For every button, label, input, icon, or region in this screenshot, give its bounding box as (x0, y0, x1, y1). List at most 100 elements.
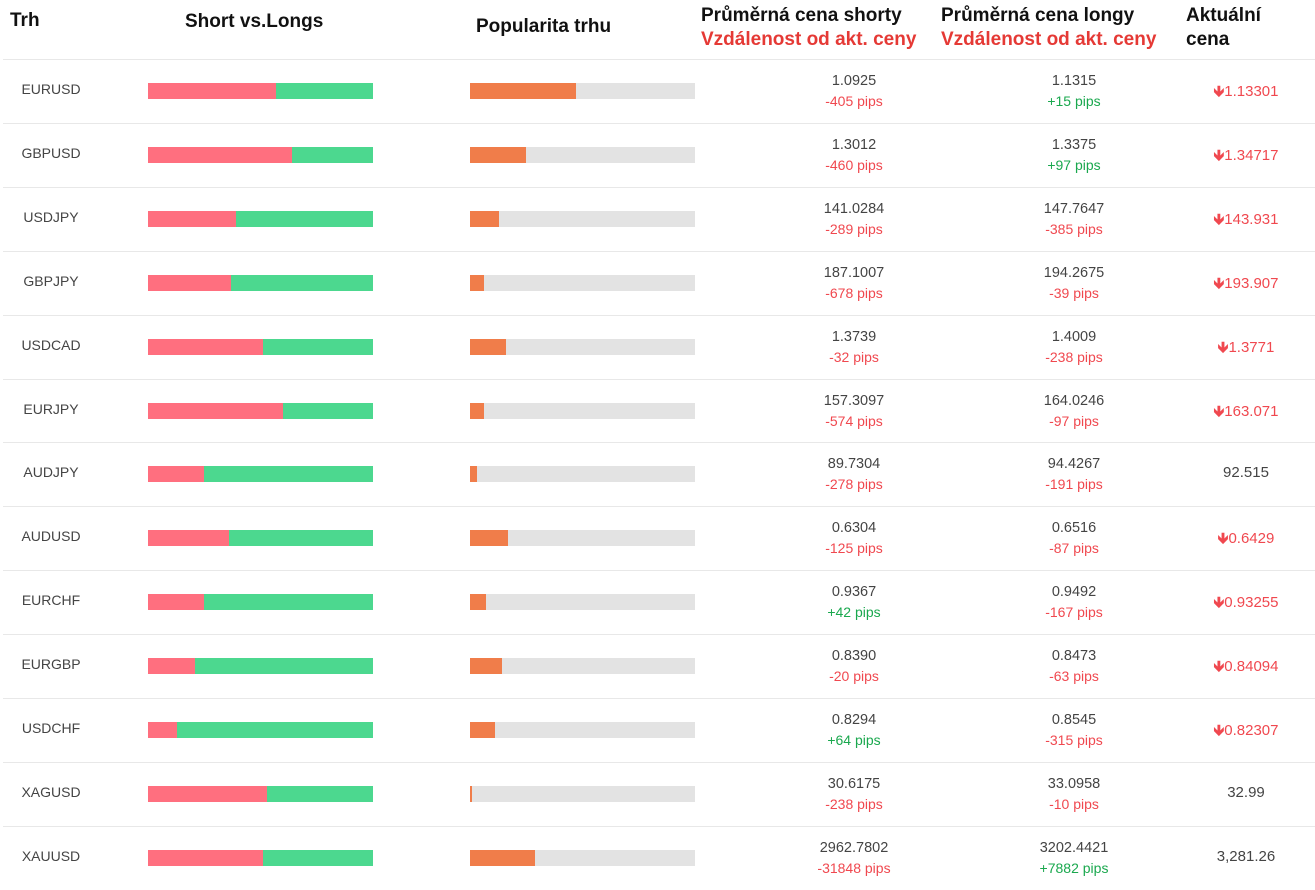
current-price: 🡻0.93255 (1183, 592, 1309, 617)
table-row[interactable]: USDCAD 1.3739 -32 pips 1.4009 -238 pips 🡻1.37… (3, 314, 1315, 379)
avg-short-distance: -31848 pips (817, 859, 891, 876)
arrow-down-icon: 🡻 (1213, 658, 1225, 676)
market-symbol[interactable]: EURCHF (21, 592, 81, 609)
header-current-line2: cena (1186, 29, 1230, 50)
market-symbol[interactable]: XAUUSD (21, 847, 81, 864)
avg-long-cell: 0.8545 -315 pips (994, 699, 1154, 750)
arrow-down-icon: 🡻 (1217, 338, 1229, 356)
avg-short-distance: -32 pips (829, 348, 879, 365)
market-symbol[interactable]: EURJPY (23, 400, 79, 417)
avg-short-distance: -460 pips (825, 156, 883, 173)
popularity-bar (470, 466, 695, 483)
avg-long-price: 1.4009 (1051, 328, 1097, 345)
short-vs-long-bar (148, 594, 373, 611)
avg-long-distance: +7882 pips (1039, 859, 1109, 876)
avg-short-price: 0.8390 (831, 648, 877, 665)
table-row[interactable]: AUDJPY 89.7304 -278 pips 94.4267 -191 pips 92… (3, 442, 1315, 506)
table-row[interactable]: EURUSD 1.0925 -405 pips 1.1315 +15 pips 🡻1.13… (3, 59, 1315, 123)
table-row[interactable]: GBPUSD 1.3012 -460 pips 1.3375 +97 pips 🡻1.34… (3, 122, 1315, 187)
current-price-value: 0.93255 (1224, 594, 1279, 612)
avg-short-cell: 1.3739 -32 pips (774, 316, 934, 367)
current-price-value: 3,281.26 (1216, 847, 1276, 865)
current-price: 🡻143.931 (1183, 209, 1309, 234)
avg-long-cell: 0.9492 -167 pips (994, 571, 1154, 622)
header-avg-long-label: Průměrná cena longy (941, 5, 1135, 26)
short-vs-long-bar (148, 83, 373, 99)
avg-long-distance: -385 pips (1045, 220, 1103, 237)
market-symbol[interactable]: USDCAD (21, 336, 81, 353)
avg-short-cell: 187.1007 -678 pips (774, 252, 934, 303)
table-row[interactable]: EURGBP 0.8390 -20 pips 0.8473 -63 pips 🡻0.840… (3, 634, 1315, 698)
market-symbol[interactable]: GBPUSD (21, 144, 81, 161)
short-vs-long-bar (148, 658, 373, 675)
header-short-vs-longs: Short vs.Longs (185, 11, 324, 32)
avg-long-cell: 0.6516 -87 pips (994, 507, 1154, 558)
avg-short-cell: 0.8390 -20 pips (774, 635, 934, 686)
table-row[interactable]: USDCHF 0.8294 +64 pips 0.8545 -315 pips 🡻0.82… (3, 698, 1315, 762)
avg-short-price: 2962.7802 (819, 839, 889, 856)
short-vs-long-bar (148, 274, 373, 291)
market-symbol[interactable]: GBPJPY (23, 272, 79, 289)
market-symbol[interactable]: EURGBP (21, 656, 81, 673)
short-share-fill (148, 849, 263, 866)
market-symbol[interactable]: USDCHF (21, 720, 81, 736)
market-symbol[interactable]: EURUSD (21, 81, 81, 97)
short-vs-long-bar (148, 210, 373, 227)
avg-short-distance: -405 pips (825, 93, 883, 109)
avg-long-price: 0.8545 (1051, 712, 1097, 728)
table-row[interactable]: XAGUSD 30.6175 -238 pips 33.0958 -10 pips 32.… (3, 761, 1315, 826)
avg-short-distance: -289 pips (825, 220, 883, 237)
avg-long-cell: 1.1315 +15 pips (994, 60, 1154, 111)
avg-short-price: 0.9367 (831, 584, 877, 601)
market-symbol[interactable]: AUDJPY (23, 464, 79, 481)
avg-long-cell: 147.7647 -385 pips (994, 188, 1154, 239)
current-price-value: 32.99 (1227, 783, 1265, 801)
avg-long-price: 0.6516 (1051, 520, 1097, 537)
table-header: Trh Short vs.Longs Popularita trhu Průmě… (0, 0, 1315, 59)
avg-short-distance: +64 pips (827, 732, 881, 748)
avg-short-distance: -678 pips (825, 284, 883, 301)
avg-short-price: 1.3739 (831, 328, 877, 345)
short-share-fill (148, 594, 205, 611)
avg-short-price: 30.6175 (827, 775, 881, 792)
current-price-value: 0.6429 (1228, 530, 1275, 548)
short-share-fill (148, 785, 268, 802)
table-row[interactable]: AUDUSD 0.6304 -125 pips 0.6516 -87 pips 🡻0.64… (3, 506, 1315, 570)
table-row[interactable]: EURJPY 157.3097 -574 pips 164.0246 -97 pips 🡻… (3, 378, 1315, 443)
short-vs-long-bar (148, 530, 373, 547)
popularity-fill (470, 849, 536, 866)
arrow-down-icon: 🡻 (1217, 530, 1229, 548)
avg-short-price: 0.8294 (831, 712, 877, 728)
market-symbol[interactable]: AUDUSD (21, 528, 81, 545)
avg-long-distance: -315 pips (1045, 732, 1103, 748)
header-avg-short-label: Průměrná cena shorty (701, 5, 902, 26)
header-avg-short: Průměrná cena shorty Vzdálenost od akt. … (701, 4, 916, 52)
avg-short-cell: 141.0284 -289 pips (774, 188, 934, 239)
avg-long-distance: -39 pips (1049, 284, 1099, 301)
avg-short-price: 89.7304 (827, 456, 881, 473)
market-symbol[interactable]: USDJPY (23, 208, 79, 225)
arrow-down-icon: 🡻 (1213, 146, 1225, 164)
current-price: 3,281.26 (1183, 848, 1309, 865)
table-row[interactable]: EURCHF 0.9367 +42 pips 0.9492 -167 pips 🡻0.93… (3, 570, 1315, 634)
arrow-down-icon: 🡻 (1213, 402, 1225, 420)
avg-short-distance: -278 pips (825, 476, 883, 493)
market-symbol[interactable]: XAGUSD (21, 783, 81, 800)
table-row[interactable]: XAUUSD 2962.7802 -31848 pips 3202.4421 +7882… (3, 825, 1315, 890)
current-price: 🡻1.13301 (1183, 81, 1309, 106)
short-share-fill (148, 146, 292, 163)
avg-long-price: 33.0958 (1047, 775, 1101, 792)
current-price: 32.99 (1183, 784, 1309, 801)
header-current-line1: Aktuální (1186, 5, 1261, 26)
avg-short-cell: 0.8294 +64 pips (774, 699, 934, 750)
popularity-bar (470, 530, 695, 547)
popularity-bar (470, 210, 695, 227)
avg-long-cell: 164.0246 -97 pips (994, 380, 1154, 431)
current-price: 🡻0.84094 (1183, 656, 1309, 681)
current-price-value: 143.931 (1224, 210, 1279, 228)
table-row[interactable]: GBPJPY 187.1007 -678 pips 194.2675 -39 pips 🡻… (3, 250, 1315, 315)
avg-long-distance: +15 pips (1047, 93, 1101, 109)
arrow-down-icon: 🡻 (1213, 83, 1225, 100)
table-row[interactable]: USDJPY 141.0284 -289 pips 147.7647 -385 pips… (3, 186, 1315, 251)
avg-short-cell: 1.3012 -460 pips (774, 124, 934, 175)
